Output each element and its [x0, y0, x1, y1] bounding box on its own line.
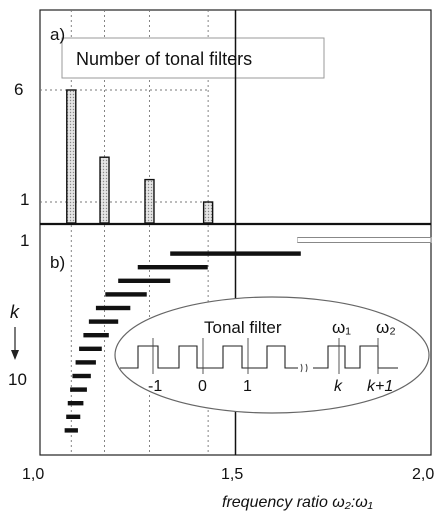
xtick-1-0: 1,0	[22, 466, 44, 483]
inset-tick-k: k	[334, 378, 343, 395]
range-bar-k8	[83, 333, 109, 338]
range-bar-k11	[72, 373, 91, 379]
k-arrow-head	[11, 350, 19, 360]
inset-title: Tonal filter	[204, 318, 282, 337]
panel-a-ytick-1: 1	[20, 190, 29, 209]
inset-tick-0: 0	[198, 378, 207, 395]
inset-tick-kplus1: k+1	[367, 378, 393, 395]
range-bar-k12	[70, 387, 87, 392]
panel-a-label: a)	[50, 25, 65, 44]
panel-b-label: b)	[50, 253, 65, 272]
range-bar-k15	[64, 428, 78, 433]
xtick-1-5: 1,5	[221, 466, 243, 483]
bar-0	[66, 89, 77, 224]
inset-omega1: ω₁	[332, 318, 351, 337]
range-bar-k7	[88, 319, 119, 324]
range-bar-k6	[95, 305, 131, 311]
square-wave-left	[120, 345, 298, 369]
range-bar-k1-tail	[297, 237, 432, 243]
range-bar-k14	[66, 414, 81, 419]
inset-ellipse	[114, 296, 430, 414]
xtick-2-0: 2,0	[412, 466, 434, 483]
panel-b-ylabel: k	[10, 302, 20, 322]
inset-tick-1: 1	[243, 378, 252, 395]
inset-omega2: ω₂	[376, 318, 396, 337]
title-box	[61, 37, 325, 79]
range-bar-k10	[75, 360, 96, 365]
panel-b-ytick-1: 1	[20, 231, 29, 250]
panel-a-title: Number of tonal filters	[76, 49, 252, 69]
panel-a-bars	[66, 89, 214, 224]
range-bar-k5	[105, 292, 147, 297]
panel-a-ytick-6: 6	[14, 80, 23, 99]
bar-3	[202, 201, 214, 224]
inset-square-wave	[120, 338, 398, 374]
bar-2	[144, 178, 155, 224]
range-bar-k3	[137, 265, 208, 270]
bar-1	[99, 156, 110, 224]
panel-b-ytick-10: 10	[8, 370, 27, 389]
x-axis-label: frequency ratio ω₂:ω₁	[222, 494, 373, 511]
range-bar-k1-head	[235, 237, 298, 243]
range-bar-k9	[79, 346, 102, 351]
range-bar-k13	[67, 401, 84, 406]
range-bar-k4	[118, 278, 171, 283]
inset-tick-minus1: -1	[148, 378, 162, 395]
wave-break-mark	[300, 363, 308, 373]
